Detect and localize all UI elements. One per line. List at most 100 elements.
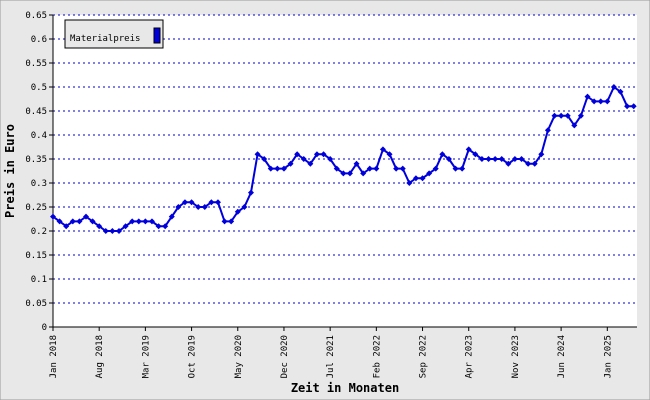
marker: [234, 208, 241, 215]
marker: [201, 204, 208, 210]
legend-swatch: [153, 27, 161, 44]
marker: [214, 199, 221, 206]
x-tick-label: Jan 2025: [603, 335, 613, 378]
y-tick-label: 0.05: [25, 299, 47, 309]
marker: [399, 165, 406, 172]
marker: [485, 156, 492, 162]
marker: [525, 160, 532, 167]
marker: [610, 84, 617, 90]
marker: [459, 165, 466, 172]
marker: [366, 165, 373, 172]
legend: Materialpreis: [64, 19, 164, 49]
marker: [360, 170, 367, 177]
marker: [63, 223, 70, 230]
marker: [135, 218, 142, 225]
marker: [426, 170, 433, 177]
marker: [597, 98, 604, 105]
y-tick-label: 0.65: [25, 11, 47, 21]
marker: [89, 218, 96, 225]
marker: [472, 151, 479, 158]
x-tick-label: Jul 2021: [326, 335, 336, 378]
marker: [505, 160, 512, 167]
y-tick-label: 0.15: [25, 251, 47, 261]
marker: [624, 103, 631, 110]
marker: [393, 165, 400, 172]
x-tick-label: Feb 2022: [372, 335, 382, 378]
marker: [148, 218, 155, 225]
marker: [82, 213, 89, 220]
marker: [162, 223, 169, 230]
marker: [327, 156, 334, 162]
marker: [76, 218, 83, 225]
marker: [511, 156, 518, 162]
marker: [353, 160, 360, 167]
marker: [267, 165, 274, 172]
marker: [320, 151, 327, 158]
y-tick-label: 0.35: [25, 155, 47, 165]
legend-label: Materialpreis: [70, 34, 140, 44]
y-axis-title: Preis in Euro: [3, 124, 17, 218]
marker: [294, 151, 301, 158]
marker: [56, 218, 63, 225]
marker: [630, 103, 637, 110]
x-tick-label: Sep 2022: [419, 335, 429, 378]
legend-box: [64, 19, 164, 49]
marker: [195, 204, 202, 210]
marker: [617, 88, 624, 95]
marker: [181, 199, 188, 206]
marker: [115, 228, 122, 234]
marker: [122, 223, 129, 230]
marker: [564, 112, 571, 119]
marker: [142, 218, 149, 225]
marker: [333, 165, 340, 172]
x-tick-label: Nov 2023: [511, 335, 521, 378]
marker: [439, 151, 446, 158]
x-tick-label: Apr 2023: [465, 335, 475, 378]
y-tick-label: 0.1: [31, 275, 47, 285]
marker: [604, 98, 611, 105]
x-tick-label: Jun 2024: [557, 335, 567, 378]
marker: [538, 151, 545, 158]
marker: [412, 175, 419, 182]
marker: [109, 228, 116, 234]
y-tick-label: 0.4: [31, 131, 47, 141]
marker: [274, 165, 281, 172]
x-tick-label: Mar 2019: [141, 335, 151, 378]
marker: [313, 151, 320, 158]
marker: [102, 228, 109, 234]
marker: [300, 156, 307, 162]
marker: [406, 180, 413, 186]
y-tick-label: 0.2: [31, 227, 47, 237]
marker: [340, 170, 347, 177]
x-axis-title: Zeit in Monaten: [291, 381, 399, 395]
x-tick-label: Dec 2020: [280, 335, 290, 378]
y-tick-label: 0.5: [31, 83, 47, 93]
marker: [241, 204, 248, 210]
marker: [452, 165, 459, 172]
marker: [584, 93, 591, 100]
y-tick-label: 0: [42, 323, 47, 333]
marker: [373, 165, 380, 172]
marker: [155, 223, 162, 230]
plot-area: [53, 15, 637, 327]
marker: [175, 204, 182, 210]
marker: [254, 151, 261, 158]
marker: [69, 218, 76, 225]
marker: [168, 213, 175, 220]
marker: [129, 218, 136, 225]
marker: [280, 165, 287, 172]
marker: [432, 165, 439, 172]
marker: [591, 98, 598, 105]
marker: [50, 213, 56, 220]
marker: [445, 156, 452, 162]
marker: [492, 156, 499, 162]
marker: [498, 156, 505, 162]
marker: [208, 199, 215, 206]
x-tick-label: May 2020: [234, 335, 244, 378]
marker: [261, 156, 268, 162]
y-tick-label: 0.55: [25, 59, 47, 69]
y-tick-label: 0.3: [31, 179, 47, 189]
marker: [287, 160, 294, 167]
marker: [544, 127, 551, 134]
